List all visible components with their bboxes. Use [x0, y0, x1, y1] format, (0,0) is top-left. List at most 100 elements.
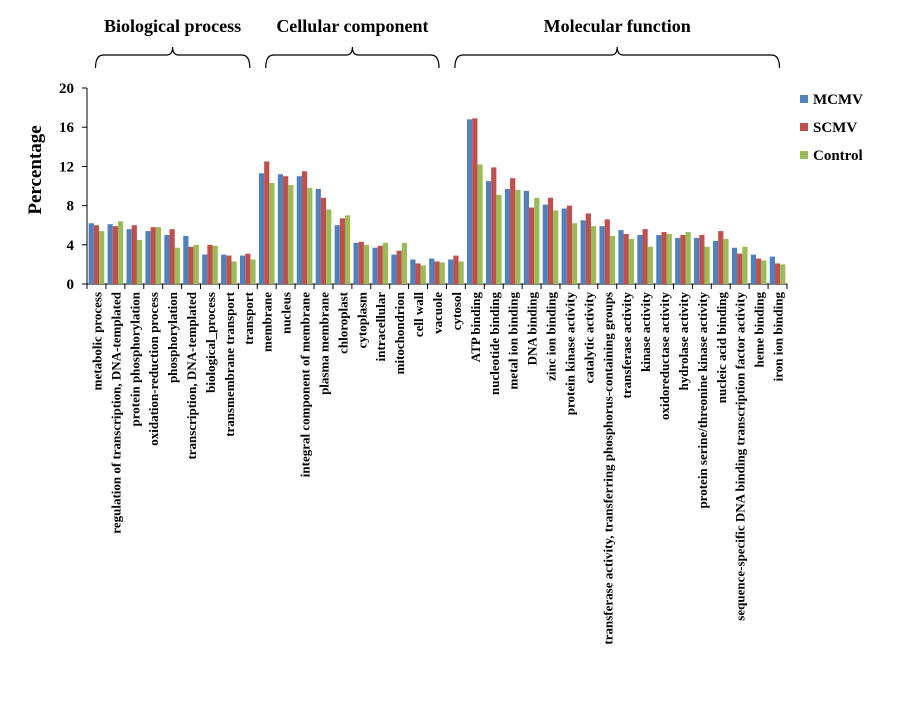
category-label: sequence-specific DNA binding transcript…: [733, 292, 748, 621]
category-label: nucleotide binding: [487, 292, 502, 395]
bar-scmv-35: [756, 258, 762, 284]
group-title: Cellular component: [276, 16, 428, 36]
legend-swatch-control: [800, 151, 808, 159]
bar-scmv-14: [358, 241, 364, 284]
category-label: protein serine/threonine kinase activity: [695, 292, 710, 509]
bar-control-11: [307, 187, 313, 284]
bar-control-12: [326, 209, 332, 284]
category-label: integral component of membrane: [298, 292, 313, 477]
category-label: transcription, DNA-templated: [184, 291, 199, 459]
category-label: iron ion binding: [771, 292, 786, 382]
category-label: cytoplasm: [354, 292, 369, 349]
bar-scmv-11: [301, 171, 308, 284]
bar-control-0: [99, 231, 105, 284]
bar-control-22: [515, 189, 521, 284]
bar-mcmv-11: [296, 176, 302, 284]
bar-scmv-34: [737, 253, 743, 284]
bar-mcmv-17: [410, 259, 416, 284]
bar-mcmv-15: [372, 247, 378, 284]
bars: [88, 118, 786, 284]
bar-control-34: [742, 246, 748, 284]
bar-mcmv-12: [315, 188, 321, 284]
group-brackets: Biological process Cellular component Mole…: [94, 16, 781, 69]
y-tick-label: 0: [67, 277, 75, 293]
category-label: zinc ion binding: [544, 292, 559, 381]
bar-mcmv-31: [675, 237, 681, 284]
bar-mcmv-10: [277, 174, 284, 284]
bar-control-27: [609, 235, 616, 284]
bar-control-16: [401, 242, 407, 284]
bar-scmv-30: [661, 232, 667, 284]
bar-control-1: [117, 221, 124, 284]
bar-control-29: [647, 246, 653, 284]
category-label: hydrolase activity: [676, 292, 691, 391]
bar-mcmv-1: [107, 224, 113, 284]
bar-scmv-15: [377, 245, 383, 284]
category-label: transferase activity: [619, 292, 634, 399]
bar-mcmv-2: [126, 229, 132, 284]
bar-mcmv-25: [561, 208, 567, 284]
bar-scmv-29: [642, 229, 648, 284]
bar-scmv-18: [434, 261, 440, 284]
bar-scmv-5: [188, 246, 194, 284]
legend-label-mcmv: MCMV: [813, 92, 863, 108]
bar-scmv-36: [774, 263, 781, 284]
bar-scmv-32: [699, 235, 705, 284]
y-tick-label: 20: [59, 81, 74, 97]
category-label: transport: [241, 291, 256, 344]
bar-control-6: [212, 245, 218, 284]
category-label: vacuole: [430, 292, 445, 334]
bar-scmv-3: [150, 227, 156, 284]
category-label: catalytic activity: [581, 292, 596, 384]
bar-control-36: [780, 264, 786, 284]
bar-mcmv-30: [656, 235, 662, 284]
category-label: phosphorylation: [165, 291, 180, 383]
bar-scmv-20: [472, 118, 478, 284]
bar-control-17: [420, 265, 426, 284]
category-label: nucleic acid binding: [714, 292, 729, 404]
bar-control-19: [458, 261, 464, 284]
bar-control-5: [193, 244, 199, 284]
category-label: intracellular: [373, 292, 388, 362]
bar-mcmv-26: [580, 220, 586, 284]
bar-scmv-19: [453, 255, 459, 284]
legend-label-scmv: SCMV: [813, 120, 857, 136]
legend-swatch-scmv: [800, 123, 808, 131]
bar-mcmv-36: [769, 256, 775, 284]
bar-control-28: [628, 238, 634, 284]
y-axis-label: Percentage: [25, 125, 46, 214]
bar-mcmv-5: [183, 235, 189, 284]
bar-scmv-9: [264, 161, 270, 284]
category-label: nucleus: [279, 292, 294, 334]
bar-control-8: [250, 259, 256, 284]
bar-mcmv-24: [542, 204, 548, 284]
category-label: protein phosphorylation: [127, 291, 142, 426]
bar-mcmv-14: [353, 242, 359, 284]
bar-scmv-17: [415, 263, 421, 284]
category-label: cell wall: [411, 292, 426, 338]
category-label: cytosol: [449, 292, 464, 331]
category-label: plasma membrane: [316, 292, 331, 395]
y-tick-label: 12: [59, 159, 74, 175]
category-label: kinase activity: [638, 292, 653, 372]
group-title: Biological process: [104, 16, 241, 36]
bar-mcmv-27: [599, 226, 605, 284]
bar-control-4: [174, 247, 180, 284]
bar-scmv-27: [604, 219, 610, 284]
bar-mcmv-32: [694, 237, 700, 284]
bar-scmv-22: [510, 178, 516, 284]
bar-scmv-8: [245, 253, 251, 284]
bar-scmv-16: [396, 250, 402, 284]
bar-control-15: [382, 242, 389, 284]
category-label: biological_process: [203, 292, 218, 393]
bar-control-14: [363, 244, 370, 284]
bar-scmv-28: [623, 234, 629, 284]
bar-control-30: [666, 234, 672, 284]
bar-scmv-33: [718, 231, 724, 284]
category-label: heme binding: [752, 292, 767, 368]
bar-control-2: [136, 239, 143, 284]
bar-control-18: [439, 262, 445, 284]
bar-scmv-0: [93, 225, 100, 284]
bar-control-10: [288, 185, 294, 284]
group-bracket: [94, 46, 251, 69]
